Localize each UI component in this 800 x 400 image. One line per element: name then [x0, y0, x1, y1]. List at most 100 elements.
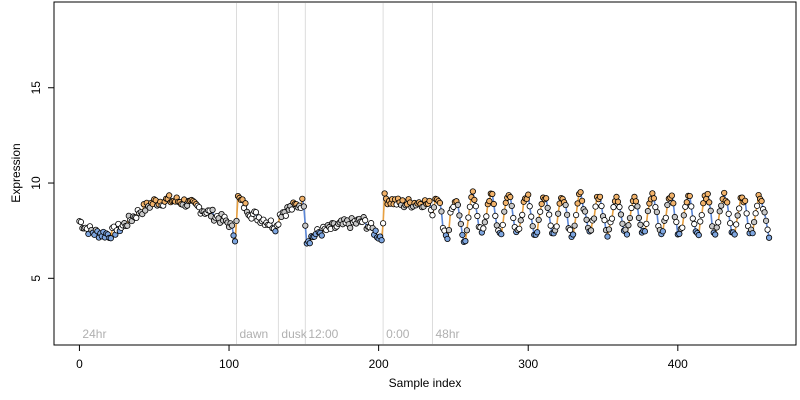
x-axis-title: Sample index: [389, 376, 462, 390]
data-point: [299, 195, 306, 202]
data-point: [525, 191, 532, 198]
data-point: [444, 235, 451, 243]
data-point: [528, 213, 535, 220]
series-points: [76, 188, 773, 247]
data-point: [142, 207, 149, 214]
data-point: [698, 211, 705, 219]
data-point: [754, 202, 761, 209]
series-line-segment: [303, 205, 307, 227]
data-point: [596, 193, 604, 200]
data-point: [133, 214, 140, 222]
data-point: [459, 231, 466, 239]
x-tick-label: 0: [76, 357, 83, 371]
data-point: [683, 199, 690, 206]
data-point: [592, 203, 599, 210]
data-point: [724, 199, 731, 206]
data-point: [676, 230, 683, 238]
data-point: [508, 202, 515, 210]
data-point: [643, 220, 650, 227]
data-point: [288, 206, 295, 213]
data-point: [399, 197, 406, 204]
data-point: [228, 222, 236, 229]
data-point: [605, 226, 613, 233]
data-point: [516, 225, 523, 232]
data-point: [628, 204, 635, 212]
data-point: [673, 218, 680, 226]
data-point: [634, 203, 641, 210]
data-point: [608, 215, 616, 222]
data-point: [537, 208, 544, 215]
data-point: [700, 200, 707, 207]
data-point: [498, 231, 505, 238]
data-point: [510, 214, 517, 222]
data-point: [571, 222, 578, 229]
data-point: [469, 188, 476, 195]
data-point: [712, 231, 719, 238]
data-point: [604, 233, 611, 240]
data-point: [529, 223, 536, 230]
data-point: [242, 200, 249, 207]
data-point: [546, 211, 553, 218]
data-point: [662, 214, 669, 221]
data-point: [731, 231, 738, 238]
data-point: [704, 190, 711, 198]
data-point: [463, 227, 470, 234]
data-point: [282, 212, 289, 219]
data-point: [166, 192, 173, 199]
segment-label: 0:00: [386, 327, 410, 341]
data-point: [765, 234, 773, 241]
segment-label: 24hr: [82, 327, 106, 341]
data-point: [670, 200, 677, 207]
data-point: [564, 211, 571, 218]
data-point: [555, 210, 562, 217]
data-point: [758, 198, 765, 205]
data-point: [230, 232, 237, 239]
data-point: [689, 215, 696, 222]
data-point: [742, 197, 749, 204]
data-point: [347, 224, 354, 231]
plot-frame: [53, 1, 797, 346]
data-point: [749, 230, 756, 237]
segment-label: 48hr: [435, 327, 459, 341]
data-point: [77, 218, 85, 226]
data-point: [302, 222, 309, 229]
data-point: [252, 209, 260, 216]
data-point: [635, 214, 643, 221]
data-point: [718, 202, 725, 209]
data-point: [751, 218, 758, 226]
data-point: [570, 231, 577, 238]
data-point: [650, 195, 657, 202]
data-point: [659, 228, 666, 235]
data-point: [493, 222, 500, 229]
data-point: [378, 237, 385, 244]
data-point: [492, 212, 499, 219]
data-point: [272, 228, 279, 235]
data-point: [507, 193, 514, 201]
data-point: [462, 238, 469, 245]
data-point: [671, 213, 678, 221]
data-point: [483, 213, 490, 220]
data-point: [526, 203, 533, 210]
data-point: [679, 224, 686, 231]
data-point: [471, 196, 478, 203]
data-point: [426, 197, 433, 205]
data-point: [727, 220, 734, 227]
data-point: [707, 207, 714, 214]
data-point: [543, 195, 550, 202]
data-point: [534, 229, 541, 236]
data-point: [553, 223, 560, 230]
data-point: [490, 200, 497, 208]
data-point: [626, 214, 634, 222]
y-tick-label: 10: [29, 176, 43, 190]
data-point: [501, 208, 508, 215]
data-point: [762, 217, 770, 224]
segment-label: 12:00: [308, 327, 338, 341]
data-point: [691, 220, 698, 228]
data-point: [544, 204, 551, 211]
data-point: [547, 222, 554, 229]
data-point: [680, 212, 687, 219]
data-point: [445, 227, 453, 234]
data-point: [587, 227, 595, 234]
data-point: [641, 228, 649, 235]
data-point: [734, 212, 741, 219]
